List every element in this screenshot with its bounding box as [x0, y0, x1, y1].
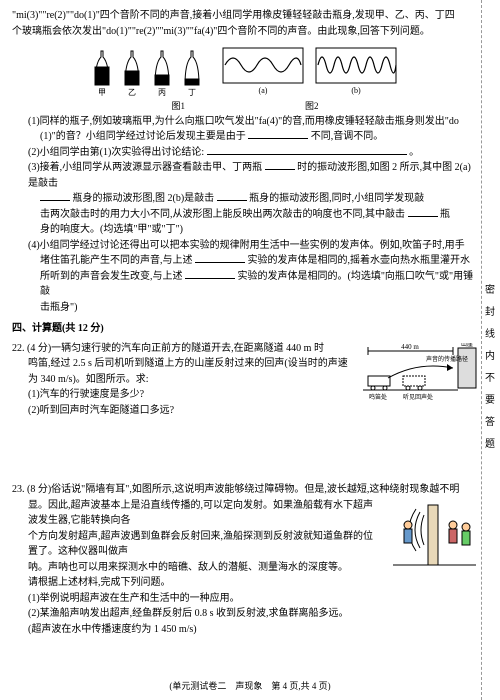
- svg-text:山崖: 山崖: [461, 343, 473, 348]
- q4d: 所听到的声音会发生改变,与上述: [40, 271, 183, 282]
- q4-l2: 堵住笛孔能产生不同的声音,与上述 实验的发声体是相同的,摇着水壶向热水瓶里灌开水: [12, 253, 478, 269]
- svg-text:(a): (a): [259, 86, 268, 95]
- side-char: 题: [482, 434, 498, 456]
- q1-blank[interactable]: [248, 129, 308, 139]
- q4c: 实验的发声体是相同的,摇着水壶向热水瓶里灌开水: [248, 255, 471, 266]
- side-char: 密: [482, 280, 498, 302]
- svg-text:鸣笛处: 鸣笛处: [369, 393, 387, 401]
- q23-d: 请根据上述材料,完成下列问题。: [12, 575, 478, 591]
- q3f: 瓶: [440, 209, 450, 220]
- svg-text:440 m: 440 m: [401, 343, 419, 351]
- q3-blank4[interactable]: [408, 207, 438, 217]
- svg-text:甲: 甲: [98, 88, 106, 97]
- q3-l1: (3)接着,小组同学从两波源显示器查看敲击甲、丁两瓶 时的振动波形图,如图 2 …: [12, 160, 478, 191]
- figures-row: 甲 乙 丙 丁 (a) (b): [12, 43, 478, 98]
- svg-text:声音的传播路径: 声音的传播路径: [426, 355, 468, 363]
- intro-line2: 个玻璃瓶会依次发出"do(1)""re(2)""mi(3)""fa(4)"四个音…: [12, 24, 478, 40]
- q23-e: (1)举例说明超声波在生产和生活中的一种应用。: [12, 591, 478, 607]
- q22-d: (2)听到回声时汽车距隧道口多远?: [12, 403, 478, 419]
- q3-l4: 身的响度大。(均选填"甲"或"丁"): [12, 222, 478, 238]
- q1-a: (1)同样的瓶子,例如玻璃瓶甲,为什么向瓶口吹气发出"fa(4)"的音,而用橡皮…: [12, 114, 478, 130]
- q23-g: (超声波在水中传播速度约为 1 450 m/s): [12, 622, 478, 638]
- q3e: 击两次敲击时的用力大小不同,从波形图上能反映出两次敲击的响度也不同,其中敲击: [40, 209, 405, 220]
- q4-l3: 所听到的声音会发生改变,与上述 实验的发声体是相同的。(均选填"向瓶口吹气"或"…: [12, 269, 478, 300]
- svg-text:丙: 丙: [158, 88, 166, 97]
- q3d: 瓶身的振动波形图,同时,小组同学发现敲: [249, 193, 424, 204]
- q4-l1: (4)小组同学经过讨论还得出可以把本实验的规律附用生活中一些实例的发声体。例如,…: [12, 238, 478, 254]
- q22-diagram: 440 m 山崖 声音的传播路径 鸣笛处 听见回声处: [358, 343, 478, 403]
- side-char: 内: [482, 346, 498, 368]
- side-char: 答: [482, 412, 498, 434]
- q22: 440 m 山崖 声音的传播路径 鸣笛处 听见回声处 22. (4 分)一辆匀速…: [12, 341, 478, 479]
- q1-b-text: (1)"的音？小组同学经过讨论后发现主要是由于: [40, 131, 246, 142]
- svg-text:丁: 丁: [188, 88, 196, 97]
- fig1-caption: 图1: [171, 100, 185, 114]
- bottles-svg: 甲 乙 丙 丁: [89, 43, 219, 98]
- side-char: 封: [482, 302, 498, 324]
- svg-text:乙: 乙: [128, 88, 136, 97]
- q2-blank[interactable]: [207, 145, 407, 155]
- svg-text:(b): (b): [351, 86, 361, 95]
- side-char: 线: [482, 324, 498, 346]
- q3-l3: 击两次敲击时的用力大小不同,从波形图上能反映出两次敲击的响度也不同,其中敲击 瓶: [12, 207, 478, 223]
- page-content: "mi(3)""re(2)""do(1)"四个音阶不同的声音,接着小组同学用橡皮…: [0, 0, 500, 645]
- q1-b: (1)"的音？小组同学经过讨论后发现主要是由于 不同,音调不同。: [12, 129, 478, 145]
- q3c: 瓶身的振动波形图,图 2(b)是敲击: [73, 193, 215, 204]
- q23-diagram: [388, 500, 478, 575]
- side-warning: 密 封 线 内 不 要 答 题: [482, 280, 498, 456]
- q4-l4: 击瓶身"): [12, 300, 478, 316]
- fig2-caption: 图2: [305, 100, 319, 114]
- q3a: (3)接着,小组同学从两波源显示器查看敲击甲、丁两瓶: [28, 162, 262, 173]
- q22-workspace: [12, 418, 478, 478]
- fig-captions: 图1 图2: [12, 100, 478, 114]
- q3-blank2[interactable]: [40, 191, 70, 201]
- q23-head: 23. (8 分)俗话说"隔墙有耳",如图所示,这说明声波能够绕过障碍物。但是,…: [12, 482, 478, 498]
- svg-text:听见回声处: 听见回声处: [403, 393, 433, 401]
- section4-title: 四、计算题(共 12 分): [12, 321, 478, 337]
- page-footer: (单元测试卷二 声现象 第 4 页,共 4 页): [0, 680, 500, 694]
- q3-blank1[interactable]: [265, 160, 295, 170]
- q4-blank2[interactable]: [185, 269, 235, 279]
- intro-line1: "mi(3)""re(2)""do(1)"四个音阶不同的声音,接着小组同学用橡皮…: [12, 8, 478, 24]
- side-char: 要: [482, 390, 498, 412]
- q3-blank3[interactable]: [217, 191, 247, 201]
- q3-l2: 瓶身的振动波形图,图 2(b)是敲击 瓶身的振动波形图,同时,小组同学发现敲: [12, 191, 478, 207]
- q4-blank1[interactable]: [195, 253, 245, 263]
- q2: (2)小组同学由第(1)次实验得出讨论结论: 。: [12, 145, 478, 161]
- q23-f: (2)某渔船声呐发出超声,经鱼群反射后 0.8 s 收到反射波,求鱼群离船多远。: [12, 606, 478, 622]
- q4b: 堵住笛孔能产生不同的声音,与上述: [40, 255, 193, 266]
- q23: 23. (8 分)俗话说"隔墙有耳",如图所示,这说明声波能够绕过障碍物。但是,…: [12, 482, 478, 637]
- q2-text: (2)小组同学由第(1)次实验得出讨论结论:: [28, 147, 204, 158]
- side-char: 不: [482, 368, 498, 390]
- q1-c-text: 不同,音调不同。: [311, 131, 384, 142]
- waveforms-svg: (a) (b): [221, 43, 401, 98]
